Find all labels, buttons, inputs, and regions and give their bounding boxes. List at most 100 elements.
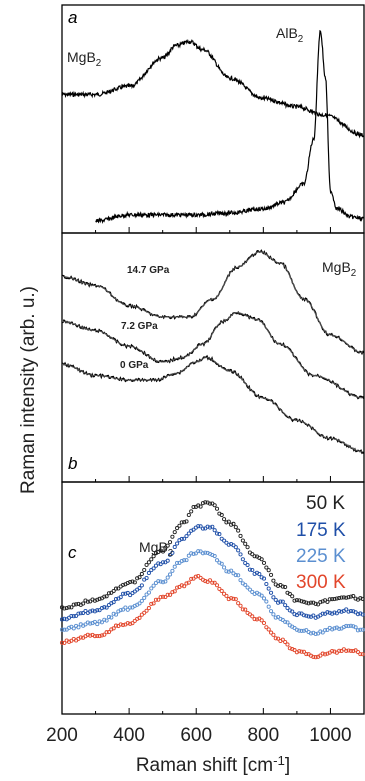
data-point: [167, 592, 173, 597]
data-point: [149, 557, 154, 562]
data-point: [85, 599, 90, 604]
data-point: [207, 525, 213, 530]
data-point: [240, 538, 245, 543]
data-point: [287, 646, 292, 651]
data-point: [179, 583, 184, 588]
data-point: [163, 594, 168, 600]
data-point: [269, 609, 274, 614]
data-point: [238, 552, 243, 557]
data-point: [348, 608, 353, 614]
data-point: [311, 654, 316, 659]
data-point: [92, 619, 97, 624]
data-point: [358, 627, 363, 632]
data-point: [139, 598, 144, 603]
data-point: [243, 541, 248, 546]
data-point: [283, 603, 288, 608]
data-point: [348, 623, 353, 628]
data-point: [149, 586, 154, 591]
data-point: [128, 593, 133, 598]
data-point: [200, 526, 205, 531]
data-point: [111, 626, 116, 631]
data-point: [146, 606, 151, 611]
data-point: [69, 613, 74, 619]
data-point: [351, 593, 356, 599]
data-point: [313, 655, 318, 660]
data-point: [285, 606, 290, 611]
data-point: [313, 631, 318, 637]
data-point: [292, 598, 297, 603]
data-point: [99, 633, 104, 638]
data-point: [334, 611, 339, 616]
data-point: [214, 583, 220, 588]
data-point: [146, 570, 151, 576]
data-point: [165, 575, 170, 580]
data-point: [257, 572, 262, 577]
spectrum-line: [61, 310, 365, 400]
data-point: [170, 568, 175, 573]
data-point: [327, 610, 332, 615]
data-point: [252, 617, 257, 622]
data-point: [132, 618, 137, 623]
data-point: [156, 579, 161, 584]
data-point: [97, 596, 102, 601]
data-point: [304, 600, 309, 605]
data-point: [308, 600, 314, 605]
data-point: [123, 591, 128, 596]
data-point: [313, 601, 318, 606]
data-point: [224, 540, 229, 545]
data-point: [200, 501, 205, 506]
data-point: [315, 602, 321, 607]
data-point: [229, 596, 234, 601]
data-point: [222, 565, 227, 570]
data-point: [128, 621, 133, 626]
data-point: [90, 608, 95, 613]
data-point: [330, 649, 335, 654]
data-point: [189, 509, 194, 514]
data-point: [111, 588, 116, 594]
label-0-gpa: 0 GPa: [120, 360, 149, 371]
data-point: [142, 595, 147, 600]
data-point: [224, 593, 229, 598]
data-point: [76, 625, 81, 630]
data-point: [344, 648, 349, 653]
svg-text:MgB2: MgB2: [139, 539, 173, 559]
annotation-alb2: AlB2: [276, 25, 303, 45]
panel-b-letter: b: [68, 454, 77, 473]
data-point: [153, 563, 159, 568]
data-point: [332, 610, 337, 615]
data-point: [81, 601, 86, 606]
data-point: [156, 561, 161, 566]
data-point: [236, 528, 241, 533]
fit-line: [61, 356, 363, 453]
data-point: [346, 624, 351, 629]
data-point: [106, 614, 112, 619]
data-point: [278, 599, 283, 604]
data-point: [290, 609, 295, 614]
data-point: [175, 526, 180, 531]
panel-b-frame: [61, 232, 365, 483]
data-point: [102, 594, 107, 599]
data-point: [193, 574, 198, 579]
data-point: [261, 576, 267, 581]
data-point: [348, 594, 353, 599]
data-point: [236, 548, 241, 553]
data-point: [182, 558, 187, 563]
data-point: [266, 586, 271, 591]
data-point: [226, 597, 231, 602]
data-point: [259, 557, 264, 562]
data-point: [151, 554, 156, 559]
data-point: [104, 594, 109, 599]
data-point: [301, 628, 306, 633]
data-point: [175, 541, 180, 546]
data-point: [355, 628, 361, 633]
data-point: [193, 551, 198, 556]
data-point: [186, 553, 191, 558]
fit-line: [61, 251, 363, 354]
data-point: [247, 567, 252, 572]
data-point: [269, 590, 274, 595]
data-point: [113, 586, 119, 591]
data-point: [214, 558, 220, 563]
data-point: [71, 602, 76, 607]
data-point: [153, 597, 159, 602]
data-point: [125, 607, 130, 612]
